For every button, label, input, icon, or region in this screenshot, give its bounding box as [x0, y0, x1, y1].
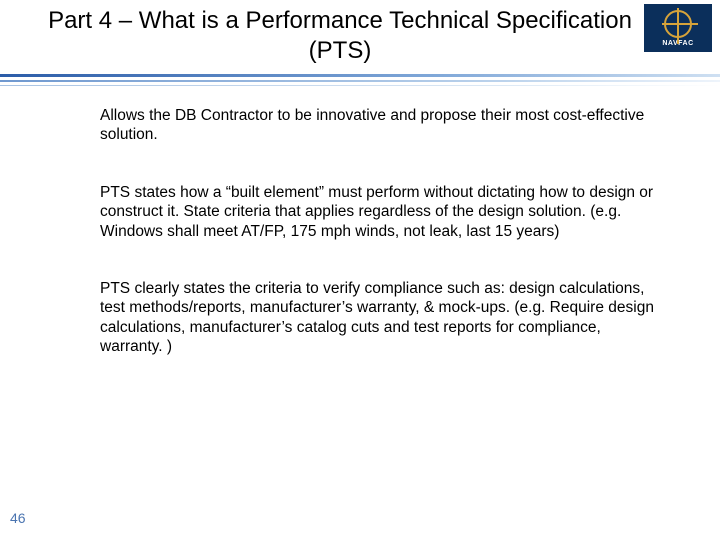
body-paragraph: PTS states how a “built element” must pe…	[100, 183, 660, 241]
header-divider	[0, 74, 720, 88]
body-paragraph: PTS clearly states the criteria to verif…	[100, 279, 660, 357]
body-paragraph: Allows the DB Contractor to be innovativ…	[100, 106, 660, 145]
divider-line-2	[0, 80, 720, 82]
page-number: 46	[10, 510, 26, 526]
divider-line-3	[0, 85, 720, 86]
slide-body: Allows the DB Contractor to be innovativ…	[0, 88, 720, 356]
slide-title: Part 4 – What is a Performance Technical…	[0, 4, 720, 72]
navfac-logo: NAVFAC	[644, 4, 712, 52]
divider-line-1	[0, 74, 720, 77]
slide-header: Part 4 – What is a Performance Technical…	[0, 0, 720, 72]
compass-icon	[664, 10, 692, 38]
